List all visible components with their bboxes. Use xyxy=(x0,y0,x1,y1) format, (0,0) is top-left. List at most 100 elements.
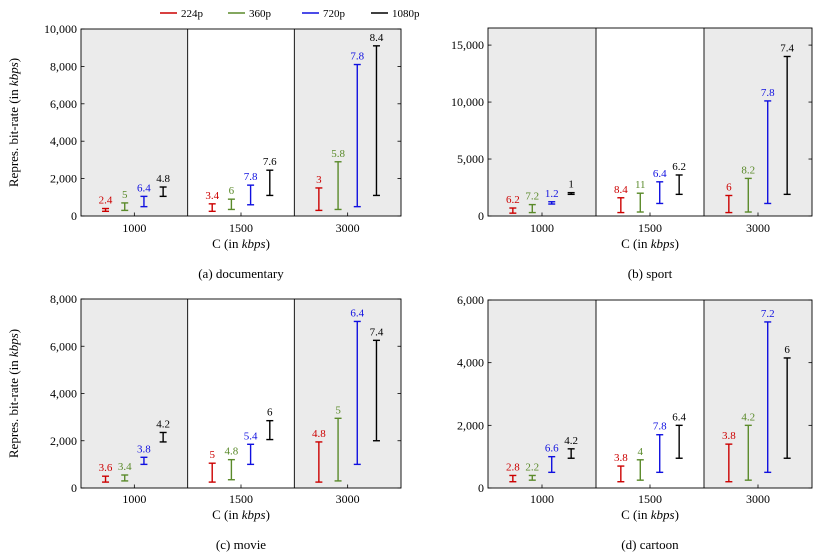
errorbar-label-1080p: 4.8 xyxy=(156,173,170,185)
errorbar-label-224p: 5 xyxy=(209,449,215,461)
x-axis-label-unit: kbps xyxy=(242,507,266,522)
legend: 224p 360p 720p 1080p xyxy=(160,8,420,20)
errorbar-label-720p: 7.8 xyxy=(653,421,667,433)
y-tick-label: 2,000 xyxy=(50,434,77,448)
x-axis-label: C (in kbps) xyxy=(621,507,679,522)
y-axis-label-part: ) xyxy=(6,329,21,333)
y-tick-label: 6,000 xyxy=(457,293,484,307)
legend-label-720p: 720p xyxy=(323,8,346,20)
y-tick-label: 4,000 xyxy=(457,356,484,370)
y-axis-label-part: ) xyxy=(6,58,21,62)
y-tick-label: 6,000 xyxy=(50,97,77,111)
y-axis-label: Repres. bit-rate (in kbps) xyxy=(6,329,21,458)
errorbar-label-360p: 5 xyxy=(335,404,341,416)
errorbar-label-360p: 4.2 xyxy=(741,411,755,423)
errorbar-label-360p: 7.2 xyxy=(525,191,539,203)
errorbar-label-224p: 3.4 xyxy=(205,190,219,202)
x-axis-label-unit: kbps xyxy=(242,236,266,251)
group-background xyxy=(488,28,596,216)
x-tick-label: 1500 xyxy=(229,221,253,235)
errorbar-label-1080p: 7.6 xyxy=(263,156,277,168)
y-tick-label: 8,000 xyxy=(50,59,77,73)
x-axis-label-part: ) xyxy=(675,236,679,251)
errorbar-label-360p: 3.4 xyxy=(118,461,132,473)
y-tick-label: 10,000 xyxy=(44,22,77,36)
x-tick-label: 1000 xyxy=(122,221,146,235)
chart-panels: 0 2,000 4,000 6,000 8,000 10,000 1000 1500 3000 C… xyxy=(6,22,813,552)
x-tick-label: 1000 xyxy=(122,492,146,506)
legend-label-360p: 360p xyxy=(249,8,272,20)
errorbar-label-1080p: 7.4 xyxy=(370,326,384,338)
errorbar-label-1080p: 6.2 xyxy=(672,161,686,173)
x-axis-label-part: ) xyxy=(675,507,679,522)
panel-documentary: 0 2,000 4,000 6,000 8,000 10,000 1000 1500 3000 C… xyxy=(6,22,402,281)
x-axis-label-part: C (in xyxy=(621,507,651,522)
errorbar-label-720p: 7.8 xyxy=(244,171,258,183)
errorbar-label-224p: 2.4 xyxy=(99,195,113,207)
x-axis-label-part: C (in xyxy=(621,236,651,251)
errorbar-label-224p: 3 xyxy=(316,174,322,186)
x-tick-label: 1500 xyxy=(638,221,662,235)
y-tick-label: 4,000 xyxy=(50,387,77,401)
x-tick-label: 1000 xyxy=(530,221,554,235)
x-axis-label-part: ) xyxy=(266,236,270,251)
errorbar-label-224p: 3.6 xyxy=(99,462,113,474)
errorbar-label-1080p: 6 xyxy=(267,407,273,419)
y-tick-label: 2,000 xyxy=(50,172,77,186)
errorbar-label-224p: 3.8 xyxy=(722,430,736,442)
errorbar-label-720p: 5.4 xyxy=(244,430,258,442)
errorbar-label-1080p: 4.2 xyxy=(156,418,170,430)
errorbar-label-360p: 6 xyxy=(229,185,235,197)
errorbar-label-720p: 6.4 xyxy=(137,182,151,194)
y-axis-label-part: Repres. bit-rate (in xyxy=(6,86,21,187)
errorbar-label-1080p: 4.2 xyxy=(564,435,578,447)
y-tick-label: 6,000 xyxy=(50,339,77,353)
errorbar-label-360p: 2.2 xyxy=(525,461,539,473)
errorbar-label-720p: 6.6 xyxy=(545,443,559,455)
errorbar-label-1080p: 6 xyxy=(784,344,790,356)
legend-label-1080p: 1080p xyxy=(392,8,420,20)
group-background xyxy=(704,28,812,216)
y-axis-label-unit: kbps xyxy=(6,62,21,86)
group-background xyxy=(294,299,401,488)
errorbar-label-360p: 5.8 xyxy=(331,148,345,160)
group-background xyxy=(294,29,401,216)
y-tick-label: 0 xyxy=(478,481,484,495)
panel-cartoon: 0 2,000 4,000 6,000 1000 1500 3000 C (in kbps) (… xyxy=(457,293,813,552)
y-tick-label: 4,000 xyxy=(50,134,77,148)
errorbar-label-720p: 7.8 xyxy=(761,87,775,99)
x-axis-label-unit: kbps xyxy=(651,236,675,251)
x-axis-label-unit: kbps xyxy=(651,507,675,522)
errorbar-label-720p: 3.8 xyxy=(137,443,151,455)
errorbar-label-360p: 11 xyxy=(635,179,646,191)
errorbar-label-1080p: 7.4 xyxy=(780,42,794,54)
x-tick-label: 1500 xyxy=(229,492,253,506)
panel-caption: (a) documentary xyxy=(198,266,284,281)
x-axis-label-part: ) xyxy=(266,507,270,522)
group-background xyxy=(81,299,188,488)
x-axis-label: C (in kbps) xyxy=(621,236,679,251)
errorbar-label-720p: 7.8 xyxy=(350,51,364,63)
y-tick-label: 0 xyxy=(71,481,77,495)
errorbar-label-1080p: 6.4 xyxy=(672,411,686,423)
x-tick-label: 3000 xyxy=(746,492,770,506)
y-tick-label: 2,000 xyxy=(457,418,484,432)
errorbar-label-224p: 2.8 xyxy=(506,461,520,473)
panel-movie: 0 2,000 4,000 6,000 8,000 1000 1500 3000 C (in k… xyxy=(6,292,402,552)
panel-caption: (b) sport xyxy=(628,266,673,281)
y-tick-label: 8,000 xyxy=(50,292,77,306)
y-axis-label-unit: kbps xyxy=(6,333,21,357)
group-background xyxy=(81,29,188,216)
x-tick-label: 1500 xyxy=(638,492,662,506)
errorbar-label-720p: 7.2 xyxy=(761,308,775,320)
errorbar-label-1080p: 1 xyxy=(568,179,574,191)
errorbar-label-720p: 6.4 xyxy=(350,307,364,319)
errorbar-label-360p: 4 xyxy=(638,446,644,458)
y-tick-label: 15,000 xyxy=(451,38,484,52)
x-tick-label: 3000 xyxy=(746,221,770,235)
x-axis-label-part: C (in xyxy=(212,507,242,522)
panel-caption: (c) movie xyxy=(216,537,266,552)
errorbar-label-720p: 6.4 xyxy=(653,168,667,180)
errorbar-label-1080p: 8.4 xyxy=(370,32,384,44)
